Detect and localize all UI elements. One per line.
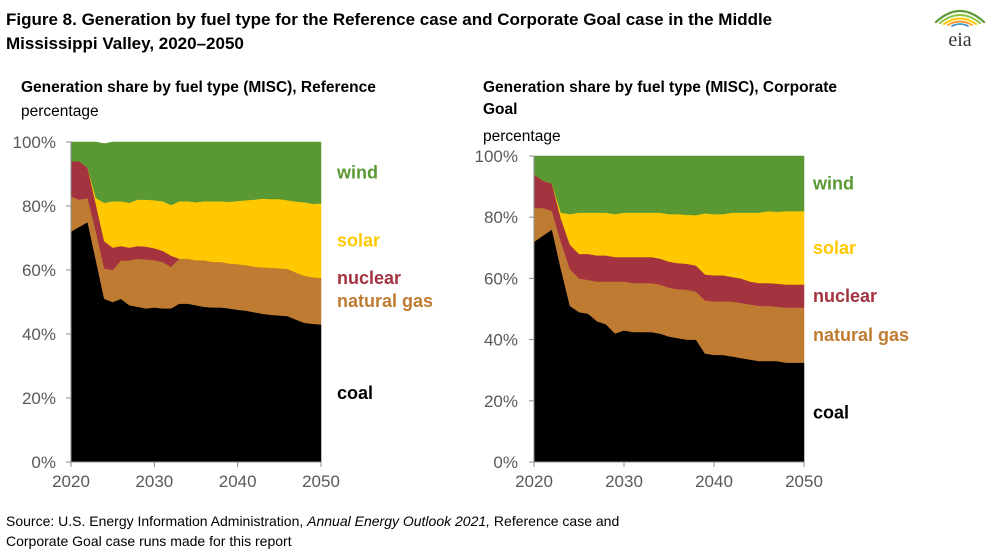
legend-label-wind: wind xyxy=(336,163,378,183)
figure-title: Figure 8. Generation by fuel type for th… xyxy=(6,8,906,56)
y-tick-label: 40% xyxy=(22,325,56,344)
area-wind xyxy=(533,155,805,216)
source-prefix: Source: U.S. Energy Information Administ… xyxy=(6,513,308,529)
y-tick-label: 20% xyxy=(22,389,56,408)
y-tick-label: 80% xyxy=(22,197,56,216)
x-tick-label: 2050 xyxy=(302,472,340,491)
panel-title-corporate: Generation share by fuel type (MISC), Co… xyxy=(483,77,903,121)
source-line2: Corporate Goal case runs made for this r… xyxy=(6,533,292,549)
panel-title-reference-line1: Generation share by fuel type (MISC), Re… xyxy=(21,79,376,96)
eia-logo-text: eia xyxy=(948,29,971,50)
legend-label-coal: coal xyxy=(337,383,373,403)
y-tick-label: 0% xyxy=(493,453,518,472)
x-tick-label: 2020 xyxy=(52,472,90,491)
x-tick-label: 2030 xyxy=(605,472,643,491)
source-suffix: Reference case and xyxy=(490,513,620,529)
x-tick-label: 2040 xyxy=(219,472,257,491)
panel-subtitle-reference: percentage xyxy=(21,103,99,120)
legend-label-nuclear: nuclear xyxy=(813,286,877,306)
area-wind xyxy=(70,141,322,206)
panel-title-corporate-line2: Goal xyxy=(483,101,518,118)
y-tick-label: 20% xyxy=(484,392,518,411)
eia-logo-icon: eia xyxy=(934,9,986,50)
x-tick-label: 2020 xyxy=(515,472,553,491)
y-tick-label: 80% xyxy=(484,208,518,227)
y-tick-label: 0% xyxy=(31,453,56,472)
source-italic: Annual Energy Outlook 2021, xyxy=(307,513,491,529)
y-tick-label: 60% xyxy=(484,269,518,288)
chart-reference: coal natural gas nuclear solar wind 0% 20% 40% 6… xyxy=(13,133,434,491)
legend-label-natural-gas: natural gas xyxy=(337,291,433,311)
y-tick-label: 40% xyxy=(484,331,518,350)
chart-corporate-goal: coal natural gas nuclear solar wind 0% 20% 40% 6… xyxy=(475,147,910,491)
figure-title-line1: Figure 8. Generation by fuel type for th… xyxy=(6,10,773,29)
legend-label-solar: solar xyxy=(813,238,856,258)
panel-title-corporate-line1: Generation share by fuel type (MISC), Co… xyxy=(483,79,837,96)
panel-subtitle-corporate: percentage xyxy=(483,128,561,145)
y-tick-label: 60% xyxy=(22,261,56,280)
legend-label-natural-gas: natural gas xyxy=(813,325,909,345)
legend-label-nuclear: nuclear xyxy=(337,268,401,288)
x-tick-label: 2040 xyxy=(695,472,733,491)
y-tick-label: 100% xyxy=(13,133,56,152)
figure-title-line2: Mississippi Valley, 2020–2050 xyxy=(6,34,244,53)
source-note: Source: U.S. Energy Information Administ… xyxy=(6,511,766,551)
x-tick-label: 2030 xyxy=(135,472,173,491)
y-tick-label: 100% xyxy=(475,147,518,166)
legend-label-coal: coal xyxy=(813,402,849,422)
legend-label-solar: solar xyxy=(337,231,380,251)
legend-label-wind: wind xyxy=(812,174,854,194)
panel-title-reference: Generation share by fuel type (MISC), Re… xyxy=(21,77,441,99)
x-tick-label: 2050 xyxy=(785,472,823,491)
